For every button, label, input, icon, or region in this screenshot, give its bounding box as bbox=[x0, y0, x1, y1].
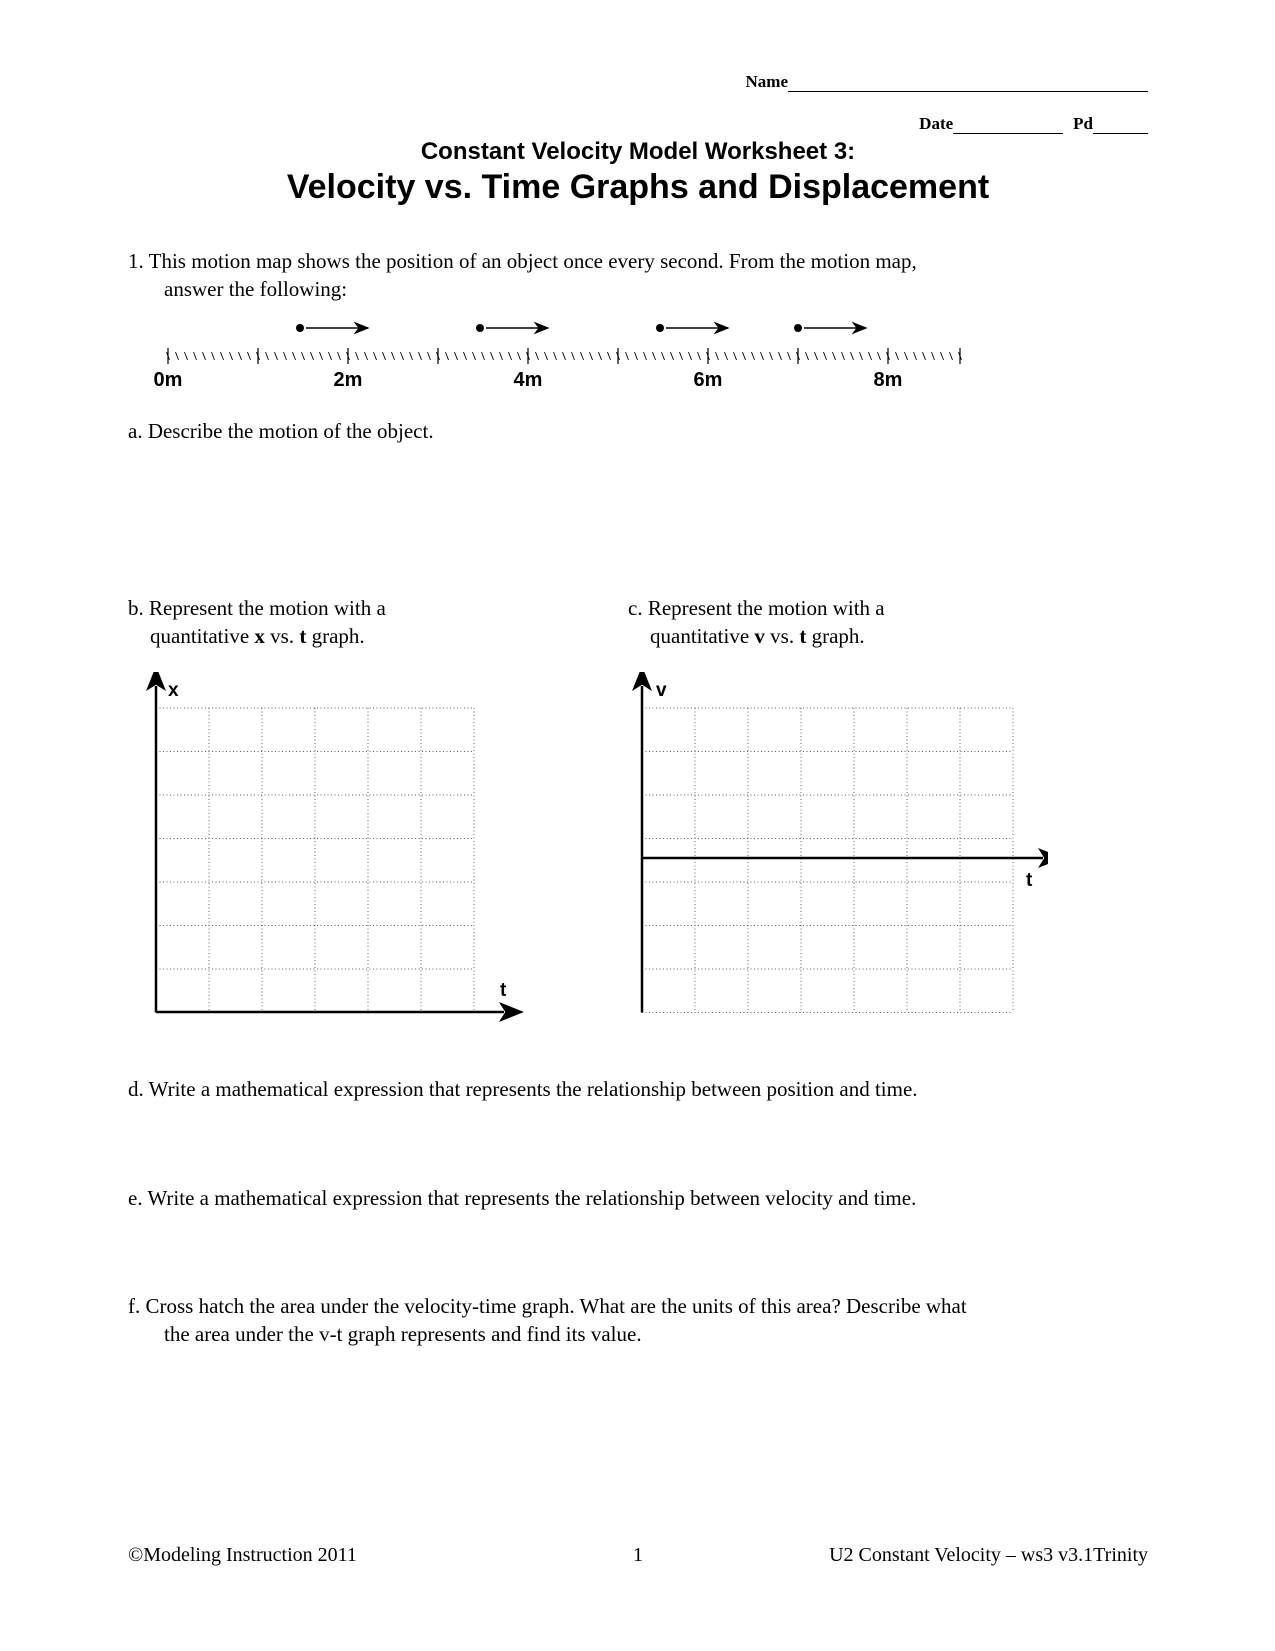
q1f-text: f. Cross hatch the area under the veloci… bbox=[128, 1294, 967, 1318]
column-left: b. Represent the motion with a quantitat… bbox=[128, 594, 568, 1038]
date-label: Date bbox=[919, 114, 953, 134]
svg-text:t: t bbox=[500, 980, 507, 1001]
header-name-row: Name bbox=[588, 72, 1148, 92]
question-1a: a. Describe the motion of the object. bbox=[128, 419, 1148, 444]
q1b-line2: quantitative x vs. t graph. bbox=[128, 622, 568, 650]
footer-right: U2 Constant Velocity – ws3 v3.1Trinity bbox=[829, 1544, 1148, 1567]
svg-text:x: x bbox=[168, 680, 179, 701]
pd-label: Pd bbox=[1073, 114, 1093, 134]
svg-text:t: t bbox=[1026, 870, 1033, 891]
motion-map: 0m 2m 4m 6m 8m bbox=[148, 316, 1148, 401]
q1c-line2: quantitative v vs. t graph. bbox=[628, 622, 1068, 650]
svg-text:4m: 4m bbox=[514, 369, 543, 391]
page-footer: ©Modeling Instruction 2011 1 U2 Constant… bbox=[128, 1544, 1148, 1567]
title-block: Constant Velocity Model Worksheet 3: Vel… bbox=[128, 138, 1148, 207]
q1-text: 1. This motion map shows the position of… bbox=[128, 249, 917, 273]
name-label: Name bbox=[746, 72, 788, 92]
page-title: Velocity vs. Time Graphs and Displacemen… bbox=[128, 168, 1148, 207]
question-1c: c. Represent the motion with a quantitat… bbox=[628, 594, 1068, 651]
question-1: 1. This motion map shows the position of… bbox=[128, 247, 1148, 304]
svg-text:6m: 6m bbox=[694, 369, 723, 391]
header-date-row: Date Pd bbox=[128, 114, 1148, 134]
footer-left: ©Modeling Instruction 2011 bbox=[128, 1544, 357, 1567]
pd-underline bbox=[1093, 133, 1148, 134]
x-vs-t-graph: xt bbox=[128, 672, 568, 1037]
svg-text:0m: 0m bbox=[154, 369, 183, 391]
v-vs-t-graph: vt bbox=[628, 672, 1068, 1037]
q1c-line1: c. Represent the motion with a bbox=[628, 596, 885, 620]
name-underline bbox=[788, 91, 1148, 92]
question-1f: f. Cross hatch the area under the veloci… bbox=[128, 1292, 1148, 1349]
date-underline bbox=[953, 133, 1063, 134]
q1f-cont: the area under the v-t graph represents … bbox=[128, 1320, 1148, 1348]
question-1d: d. Write a mathematical expression that … bbox=[128, 1075, 1148, 1103]
subtitle: Constant Velocity Model Worksheet 3: bbox=[128, 138, 1148, 166]
svg-text:2m: 2m bbox=[334, 369, 363, 391]
svg-text:v: v bbox=[656, 680, 667, 701]
q1-cont: answer the following: bbox=[128, 275, 1148, 303]
q1b-line1: b. Represent the motion with a bbox=[128, 596, 386, 620]
column-right: c. Represent the motion with a quantitat… bbox=[628, 594, 1068, 1038]
footer-center: 1 bbox=[633, 1544, 643, 1567]
svg-text:8m: 8m bbox=[874, 369, 903, 391]
question-1b: b. Represent the motion with a quantitat… bbox=[128, 594, 568, 651]
question-1e: e. Write a mathematical expression that … bbox=[128, 1184, 1148, 1212]
